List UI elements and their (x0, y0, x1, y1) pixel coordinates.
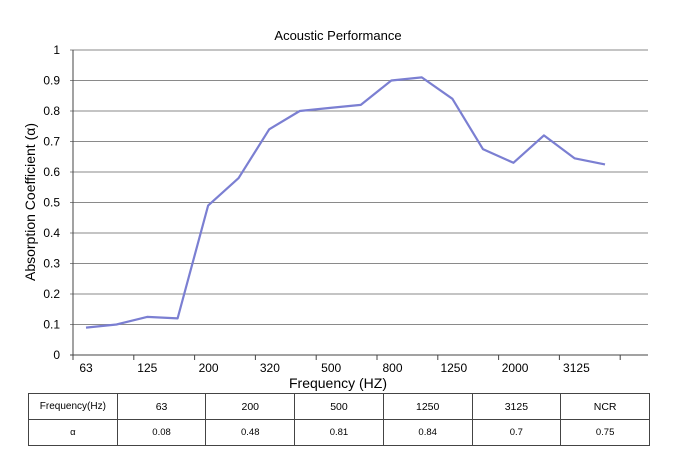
table-cell: 0.7 (471, 419, 562, 446)
row-header-cell: Frequency(Hz) (28, 393, 118, 420)
table-cell: NCR (560, 393, 650, 420)
x-tick-label: 2000 (502, 361, 529, 375)
y-tick-label: 0.3 (43, 257, 60, 271)
table-cell: 3125 (471, 393, 562, 420)
alpha-row: α 0.08 0.48 0.81 0.84 0.7 0.75 (28, 419, 650, 446)
axes (70, 50, 648, 360)
x-tick-label: 3125 (563, 361, 590, 375)
y-tick-label: 0.1 (43, 318, 60, 332)
frequency-alpha-table: Frequency(Hz) 63 200 500 1250 3125 NCR α 0.08 0.4… (28, 393, 650, 446)
x-tick-label: 800 (382, 361, 402, 375)
table-cell: 0.84 (382, 419, 473, 446)
acoustic-performance-chart: Acoustic Performance 0 0.1 0.2 0.3 0.4 0.5 0.6… (22, 28, 648, 391)
chart-title: Acoustic Performance (274, 28, 401, 43)
x-tick-label: 500 (321, 361, 341, 375)
y-tick-label: 1 (53, 43, 60, 57)
y-tick-label: 0.2 (43, 287, 60, 301)
y-tick-label: 0.9 (43, 74, 60, 88)
table-cell: 63 (116, 393, 207, 420)
table-cell: 200 (205, 393, 296, 420)
y-tick-label: 0 (53, 348, 60, 362)
y-tick-label: 0.4 (43, 226, 60, 240)
x-tick-label: 125 (137, 361, 157, 375)
x-tick-label: 200 (199, 361, 219, 375)
x-tick-labels: 63 125 200 320 500 800 1250 2000 3125 (79, 361, 590, 375)
frequency-row: Frequency(Hz) 63 200 500 1250 3125 NCR (28, 393, 650, 420)
table-cell: 500 (294, 393, 384, 420)
table-cell: 0.75 (560, 419, 650, 446)
x-tick-label: 1250 (440, 361, 467, 375)
x-axis-label: Frequency (HZ) (289, 375, 387, 391)
table-cell: 1250 (382, 393, 473, 420)
table-cell: 0.48 (205, 419, 296, 446)
table-cell: 0.81 (294, 419, 384, 446)
x-tick-label: 320 (260, 361, 280, 375)
y-tick-label: 0.7 (43, 135, 60, 149)
row-header-cell: α (28, 419, 118, 446)
table-cell: 0.08 (116, 419, 207, 446)
y-tick-labels: 0 0.1 0.2 0.3 0.4 0.5 0.6 0.7 0.8 0.9 1 (43, 43, 60, 362)
y-tick-label: 0.6 (43, 165, 60, 179)
y-axis-label: Absorption Coefficient (α) (22, 123, 38, 281)
gridlines (70, 49, 648, 325)
y-tick-label: 0.5 (43, 196, 60, 210)
x-tick-label: 63 (79, 361, 93, 375)
series-line (85, 76, 606, 329)
y-tick-label: 0.8 (43, 104, 60, 118)
